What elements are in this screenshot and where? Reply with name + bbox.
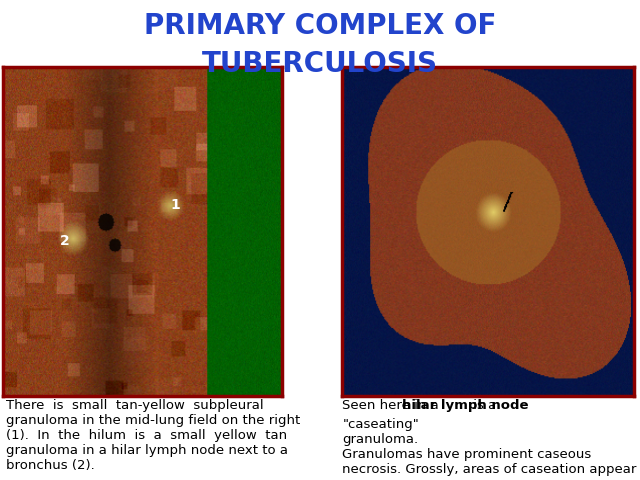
Text: is a: is a [469, 399, 497, 412]
Text: 2: 2 [60, 234, 69, 249]
Text: 1: 1 [171, 198, 180, 212]
Text: hilar lymph node: hilar lymph node [402, 399, 529, 412]
Text: There  is  small  tan-yellow  subpleural
granuloma in the mid-lung field on the : There is small tan-yellow subpleural gra… [6, 399, 301, 472]
Text: TUBERCULOSIS: TUBERCULOSIS [202, 50, 438, 78]
Text: Seen here in a: Seen here in a [342, 399, 444, 412]
Text: PRIMARY COMPLEX OF: PRIMARY COMPLEX OF [144, 12, 496, 40]
Text: "caseating"
granuloma.
Granulomas have prominent caseous
necrosis. Grossly, area: "caseating" granuloma. Granulomas have p… [342, 418, 637, 476]
